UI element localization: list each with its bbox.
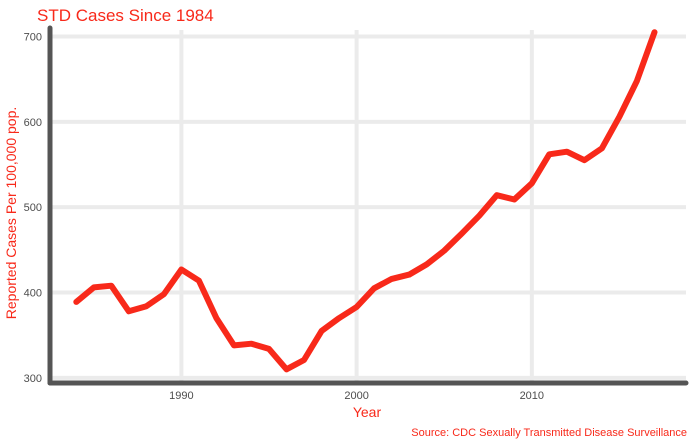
chart-title: STD Cases Since 1984 bbox=[37, 6, 214, 25]
gridlines bbox=[50, 30, 686, 383]
y-tick-label: 700 bbox=[24, 31, 42, 43]
x-tick-label: 2010 bbox=[520, 390, 544, 402]
y-tick-labels: 300 400 500 600 700 bbox=[24, 31, 42, 384]
series-line bbox=[73, 29, 658, 373]
axes bbox=[47, 25, 689, 386]
source-caption: Source: CDC Sexually Transmitted Disease… bbox=[411, 427, 687, 439]
y-tick-label: 400 bbox=[24, 288, 42, 300]
x-axis-title: Year bbox=[353, 404, 382, 420]
x-tick-label: 1990 bbox=[169, 390, 193, 402]
y-axis-title: Reported Cases Per 100,000 pop. bbox=[3, 107, 19, 319]
y-tick-label: 300 bbox=[24, 373, 42, 385]
y-tick-label: 500 bbox=[24, 202, 42, 214]
y-tick-label: 600 bbox=[24, 117, 42, 129]
x-tick-labels: 1990 2000 2010 bbox=[169, 390, 544, 402]
x-tick-label: 2000 bbox=[344, 390, 368, 402]
